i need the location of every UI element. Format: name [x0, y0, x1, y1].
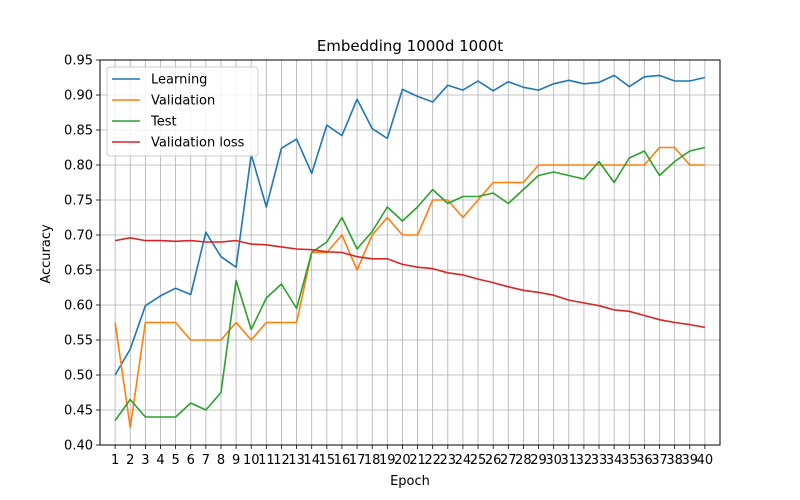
x-tick-label: 36: [636, 453, 653, 468]
chart-title: Embedding 1000d 1000t: [317, 37, 503, 55]
y-tick-label: 0.50: [64, 369, 93, 384]
y-tick-label: 0.85: [64, 124, 93, 139]
x-tick-label: 22: [424, 453, 441, 468]
legend-label-test: Test: [150, 115, 177, 130]
x-tick-label: 24: [455, 453, 472, 468]
y-tick-label: 0.65: [64, 264, 93, 279]
legend-label-validation: Validation: [151, 94, 215, 109]
x-tick-label: 17: [349, 453, 366, 468]
series-lines: [114, 74, 706, 429]
legend-label-learning: Learning: [151, 73, 207, 88]
x-tick-label: 15: [319, 453, 336, 468]
x-tick-label: 19: [379, 453, 396, 468]
plot-frame: [99, 59, 721, 446]
x-tick-label: 11: [258, 453, 275, 468]
x-tick-label: 33: [591, 453, 608, 468]
x-tick-label: 30: [545, 453, 562, 468]
y-tick-label: 0.45: [64, 404, 93, 419]
y-tick-label: 0.55: [64, 334, 93, 349]
x-tick-label: 4: [156, 453, 164, 468]
x-tick-label: 25: [470, 453, 487, 468]
y-tick-label: 0.60: [64, 299, 93, 314]
x-tick-label: 2: [126, 453, 134, 468]
y-tick-label: 0.75: [64, 194, 93, 209]
series-line-validation: [114, 146, 705, 429]
series-line-learning: [114, 74, 706, 376]
x-tick-label: 20: [394, 453, 411, 468]
x-tick-label: 28: [515, 453, 532, 468]
x-tick-label: 35: [621, 453, 638, 468]
y-tick-label: 0.90: [64, 89, 93, 104]
x-axis-label: Epoch: [390, 474, 430, 489]
legend-label-validation-loss: Validation loss: [151, 136, 245, 151]
x-tick-label: 26: [485, 453, 502, 468]
series-line-test: [114, 146, 706, 421]
series-line-validation-loss: [114, 237, 706, 329]
x-tick-label: 5: [171, 453, 179, 468]
x-tick-label: 12: [273, 453, 290, 468]
x-tick-label: 37: [651, 453, 668, 468]
x-tick-label: 9: [232, 453, 240, 468]
y-tick-label: 0.80: [64, 159, 93, 174]
x-tick-label: 18: [364, 453, 381, 468]
y-tick-label: 0.95: [64, 54, 93, 69]
y-tick-label: 0.70: [64, 229, 93, 244]
y-tick-label: 0.40: [64, 439, 93, 454]
x-tick-label: 40: [697, 453, 714, 468]
x-tick-label: 7: [202, 453, 210, 468]
x-tick-label: 27: [500, 453, 517, 468]
x-tick-label: 29: [530, 453, 547, 468]
x-tick-label: 31: [561, 453, 578, 468]
x-tick-label: 14: [303, 453, 320, 468]
x-tick-label: 21: [409, 453, 426, 468]
x-tick-label: 1: [111, 453, 119, 468]
x-tick-label: 8: [217, 453, 225, 468]
x-tick-label: 16: [334, 453, 351, 468]
legend-box: [106, 66, 259, 157]
y-axis-label: Accuracy: [39, 224, 54, 284]
x-tick-label: 10: [243, 453, 260, 468]
axis-ticks: 1 2 3 4 5 6 7 8 9 1011121314151617181920212223242…: [64, 54, 713, 469]
x-tick-label: 3: [141, 453, 149, 468]
x-tick-label: 6: [187, 453, 195, 468]
x-tick-label: 38: [666, 453, 683, 468]
legend: Learning Validation Test Validation loss: [106, 66, 259, 157]
x-tick-label: 39: [681, 453, 698, 468]
x-tick-label: 23: [440, 453, 457, 468]
x-tick-label: 32: [576, 453, 593, 468]
x-tick-label: 13: [288, 453, 305, 468]
x-tick-label: 34: [606, 453, 623, 468]
